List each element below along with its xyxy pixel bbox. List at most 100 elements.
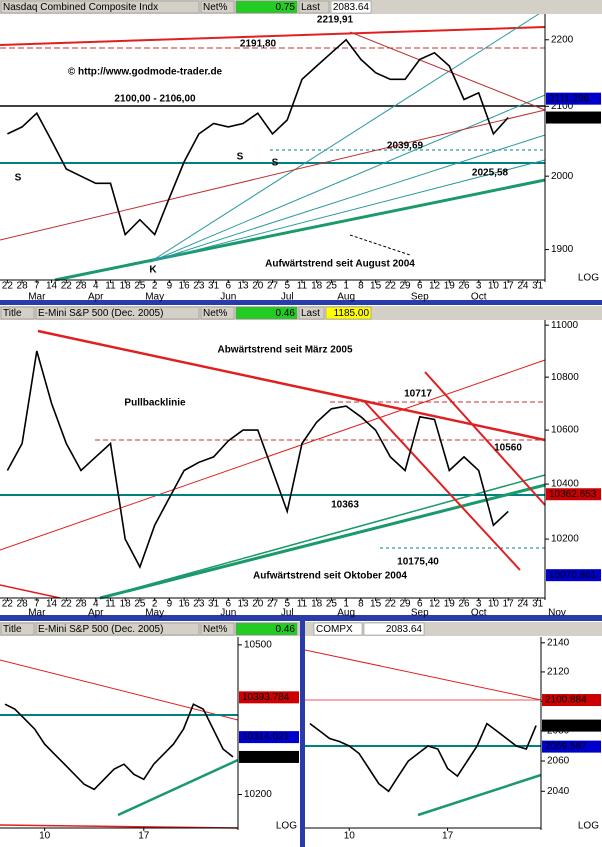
annotation: Pullbacklinie (124, 398, 186, 409)
x-tick-label: 12 (429, 599, 441, 610)
month-label: Oct (471, 292, 487, 303)
annotation: Aufwärtstrend seit Oktober 2004 (253, 571, 407, 582)
annotation: S (272, 158, 279, 169)
x-tick-label: 16 (179, 599, 191, 610)
price-label-box (239, 691, 299, 704)
x-tick-label: 10 (39, 831, 51, 842)
x-tick-label: 18 (120, 281, 132, 292)
header-text: 0.46 (276, 308, 296, 319)
x-tick-label: 10 (488, 281, 500, 292)
price-label-box (546, 111, 601, 124)
y-tick-label: 10200 (244, 789, 272, 800)
month-label: Mar (28, 292, 46, 303)
month-label: Jul (281, 608, 294, 619)
x-tick-label: 3 (476, 281, 482, 292)
annotation: 2219,91 (317, 15, 354, 26)
x-tick-label: 31 (208, 281, 220, 292)
price-label-box (239, 731, 299, 744)
header-cell (313, 622, 363, 636)
x-tick-label: 17 (442, 831, 454, 842)
x-tick-label: 27 (267, 599, 279, 610)
x-tick-label: 26 (458, 281, 470, 292)
x-tick-label: 7 (34, 599, 40, 610)
price-label-box (542, 694, 601, 707)
x-tick-label: 28 (17, 599, 29, 610)
x-tick-label: 22 (2, 281, 14, 292)
x-tick-label: 16 (179, 281, 191, 292)
price-line (309, 722, 537, 793)
x-tick-label: 17 (503, 599, 515, 610)
month-label: Aug (337, 292, 355, 303)
annotation: 2039,69 (387, 141, 424, 152)
x-tick-label: 22 (385, 281, 397, 292)
x-tick-label: 22 (2, 599, 14, 610)
x-tick-label: 22 (61, 281, 73, 292)
header-text: COMPX (316, 624, 353, 635)
annotation: 2191,80 (240, 39, 277, 50)
header-text: Net% (203, 624, 228, 635)
header-cell (0, 306, 35, 320)
y-tick-label: 2140 (547, 637, 570, 648)
x-tick-label: 25 (134, 281, 146, 292)
header-text: E-Mini S&P 500 (Dec. 2005) (38, 308, 163, 319)
price-label-box (546, 569, 601, 582)
x-tick-label: 14 (46, 599, 58, 610)
x-tick-label: 5 (284, 281, 290, 292)
price-label-box (542, 719, 601, 732)
header-cell (0, 0, 200, 14)
header-cell (200, 622, 235, 636)
month-label: Jul (281, 292, 294, 303)
x-tick-label: 27 (267, 281, 279, 292)
annotation: 10175,40 (397, 557, 439, 568)
x-tick-label: 28 (75, 281, 87, 292)
x-tick-label: 23 (193, 281, 205, 292)
x-tick-label: 19 (444, 281, 456, 292)
header-text: Net% (203, 2, 228, 13)
header-cell (200, 306, 235, 320)
header-text: Last (301, 308, 320, 319)
annotation: Abwärtstrend seit März 2005 (217, 345, 352, 356)
x-tick-label: 19 (444, 599, 456, 610)
header-text: Last (301, 2, 320, 13)
x-tick-label: 11 (105, 281, 116, 292)
price-label: 10070.861 (549, 570, 597, 581)
y-tick-label: 2120 (547, 667, 570, 678)
x-tick-label: 18 (311, 599, 323, 610)
x-tick-label: 7 (34, 281, 40, 292)
price-label: 10393.784 (242, 692, 290, 703)
x-tick-label: 6 (226, 281, 232, 292)
trendlines (0, 9, 546, 829)
x-tick-label: 8 (358, 599, 364, 610)
annotation: © http://www.godmode-trader.de (68, 67, 223, 78)
header-text: 0.75 (276, 2, 296, 13)
price-label: 2069.587 (545, 741, 587, 752)
x-tick-label: 11 (297, 599, 308, 610)
header-text: 1185.00 (334, 308, 370, 319)
annotation: K (149, 265, 157, 276)
month-label: Jun (220, 608, 236, 619)
month-label: May (145, 608, 164, 619)
x-tick-label: 9 (167, 281, 173, 292)
month-label: Sep (411, 292, 429, 303)
annotation: 10363 (331, 500, 359, 511)
y-tick-label: 2000 (551, 171, 574, 182)
x-tick-label: 18 (120, 599, 132, 610)
x-tick-label: 2 (152, 599, 158, 610)
header-cell (298, 306, 325, 320)
annotation: Aufwärtstrend seit August 2004 (265, 259, 415, 270)
header-text: Title (3, 624, 22, 635)
header-text: Nasdaq Combined Composite Indx (3, 2, 158, 13)
header-text: Net% (203, 308, 228, 319)
y-tick-label: 2100 (551, 101, 574, 112)
x-tick-label: 6 (226, 599, 232, 610)
month-label: Apr (88, 608, 104, 619)
header-cell (200, 0, 235, 14)
header-text: Title (3, 308, 22, 319)
header-cell (235, 306, 298, 320)
annotation: 10717 (404, 389, 432, 400)
month-label: Sep (411, 608, 429, 619)
x-tick-label: 15 (370, 599, 382, 610)
x-tick-label: 28 (75, 599, 87, 610)
header-cell (0, 622, 35, 636)
